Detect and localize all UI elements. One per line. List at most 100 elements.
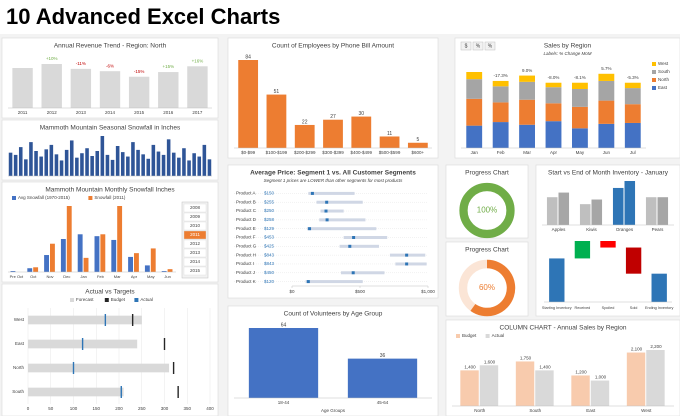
x-tick-label: North bbox=[474, 408, 486, 413]
bar bbox=[100, 234, 106, 272]
x-tick-label: Apples bbox=[552, 227, 567, 232]
dot bbox=[306, 280, 310, 284]
legend-label: Forecast bbox=[76, 297, 94, 302]
y-tick-label: Product B bbox=[236, 199, 256, 204]
bar-segment bbox=[598, 73, 615, 81]
slicer-item[interactable] bbox=[183, 203, 207, 213]
target-marker bbox=[131, 314, 134, 326]
bar-segment bbox=[572, 128, 588, 148]
bar bbox=[100, 136, 105, 176]
legend-label: South bbox=[658, 69, 670, 74]
bar bbox=[546, 197, 558, 225]
bar bbox=[144, 265, 150, 272]
dot bbox=[325, 218, 329, 222]
y-tick-label: Product H bbox=[236, 252, 256, 257]
range-bar bbox=[395, 262, 427, 266]
x-tick-label: $400-$499 bbox=[351, 150, 373, 155]
bar-segment bbox=[492, 86, 509, 103]
x-tick-label: 300 bbox=[161, 406, 169, 411]
panel bbox=[445, 241, 529, 317]
value-label: $843 bbox=[264, 252, 275, 257]
bar bbox=[117, 206, 123, 272]
bar-segment bbox=[572, 88, 588, 107]
slicer-item[interactable] bbox=[183, 212, 207, 222]
change-label: +15% bbox=[162, 64, 174, 69]
x-tick-label: 400 bbox=[206, 406, 214, 411]
legend-label: East bbox=[658, 85, 668, 90]
bar bbox=[34, 151, 38, 176]
slicer-item[interactable] bbox=[183, 239, 207, 249]
target-marker bbox=[72, 362, 75, 374]
x-tick-label: Feb bbox=[97, 274, 105, 279]
bar bbox=[202, 144, 207, 176]
range-bar bbox=[316, 200, 363, 204]
value-label: $250 bbox=[264, 208, 275, 213]
bar bbox=[77, 234, 83, 272]
value-label: 2,200 bbox=[650, 344, 662, 349]
bar bbox=[579, 204, 591, 225]
slicer-label: 2012 bbox=[190, 241, 201, 246]
bar-segment bbox=[624, 88, 641, 105]
value-label: 1,600 bbox=[484, 359, 496, 364]
legend-label: Budget bbox=[462, 333, 477, 338]
page-title: 10 Advanced Excel Charts bbox=[6, 4, 280, 29]
x-tick-label: Apr bbox=[550, 150, 558, 155]
x-tick-label: Sold bbox=[630, 306, 638, 310]
bar-segment bbox=[519, 99, 535, 125]
bar bbox=[8, 152, 13, 176]
value-label: 30 bbox=[359, 111, 365, 117]
bar bbox=[161, 271, 167, 272]
bar-segment bbox=[572, 106, 588, 129]
legend-swatch bbox=[652, 86, 656, 90]
change-label: -8.1% bbox=[574, 75, 586, 80]
slicer-item[interactable] bbox=[183, 257, 207, 267]
value-label: 1,400 bbox=[464, 365, 476, 370]
bar bbox=[29, 142, 33, 176]
slicer-item[interactable] bbox=[183, 221, 207, 231]
bar bbox=[66, 206, 72, 272]
x-tick-label: Received bbox=[574, 306, 590, 310]
bar bbox=[187, 160, 191, 176]
slicer-item[interactable] bbox=[183, 230, 207, 240]
dot bbox=[352, 236, 356, 239]
bar bbox=[151, 144, 156, 176]
x-tick-label: Mar bbox=[114, 274, 122, 279]
bar-segment bbox=[519, 124, 535, 148]
slicer-label: 2010 bbox=[190, 223, 201, 228]
bar-segment bbox=[519, 81, 535, 100]
slicer-item[interactable] bbox=[183, 266, 207, 276]
bar bbox=[294, 124, 315, 148]
toggle-button[interactable] bbox=[472, 41, 484, 51]
bar bbox=[59, 160, 64, 176]
bar-segment bbox=[545, 121, 562, 148]
waterfall-bar bbox=[549, 258, 565, 302]
x-tick-label: $200-$299 bbox=[294, 150, 316, 155]
y-tick-label: Product K bbox=[236, 279, 256, 284]
x-tick-label: Oranges bbox=[616, 227, 634, 232]
chart-title: Mammoth Mountain Monthly Snowfall Inches bbox=[45, 187, 175, 194]
change-label: -8.0% bbox=[548, 75, 560, 80]
slicer-item[interactable] bbox=[183, 248, 207, 258]
y-tick-label: South bbox=[12, 389, 24, 394]
bar bbox=[626, 352, 646, 406]
bar-segment bbox=[466, 79, 483, 99]
x-tick-label: 45-64 bbox=[377, 400, 389, 405]
chart-title: Average Price: Segment 1 vs. All Custome… bbox=[250, 170, 416, 177]
x-tick-label: $0 bbox=[289, 289, 295, 294]
bar-segment bbox=[598, 123, 615, 148]
legend-label: North bbox=[658, 77, 670, 82]
x-tick-label: West bbox=[641, 408, 652, 413]
bar bbox=[41, 64, 62, 108]
bar bbox=[115, 146, 120, 176]
y-tick-label: Product I bbox=[236, 261, 254, 266]
x-tick-label: 350 bbox=[183, 406, 191, 411]
dot bbox=[405, 253, 409, 257]
x-tick-label: 100 bbox=[70, 406, 78, 411]
toggle-button[interactable] bbox=[484, 41, 496, 51]
change-label: -5.3% bbox=[627, 75, 639, 80]
value-label: 11 bbox=[387, 131, 392, 137]
bar bbox=[624, 181, 636, 225]
bar bbox=[347, 358, 418, 398]
toggle-button[interactable] bbox=[460, 41, 472, 51]
bar bbox=[28, 315, 142, 325]
